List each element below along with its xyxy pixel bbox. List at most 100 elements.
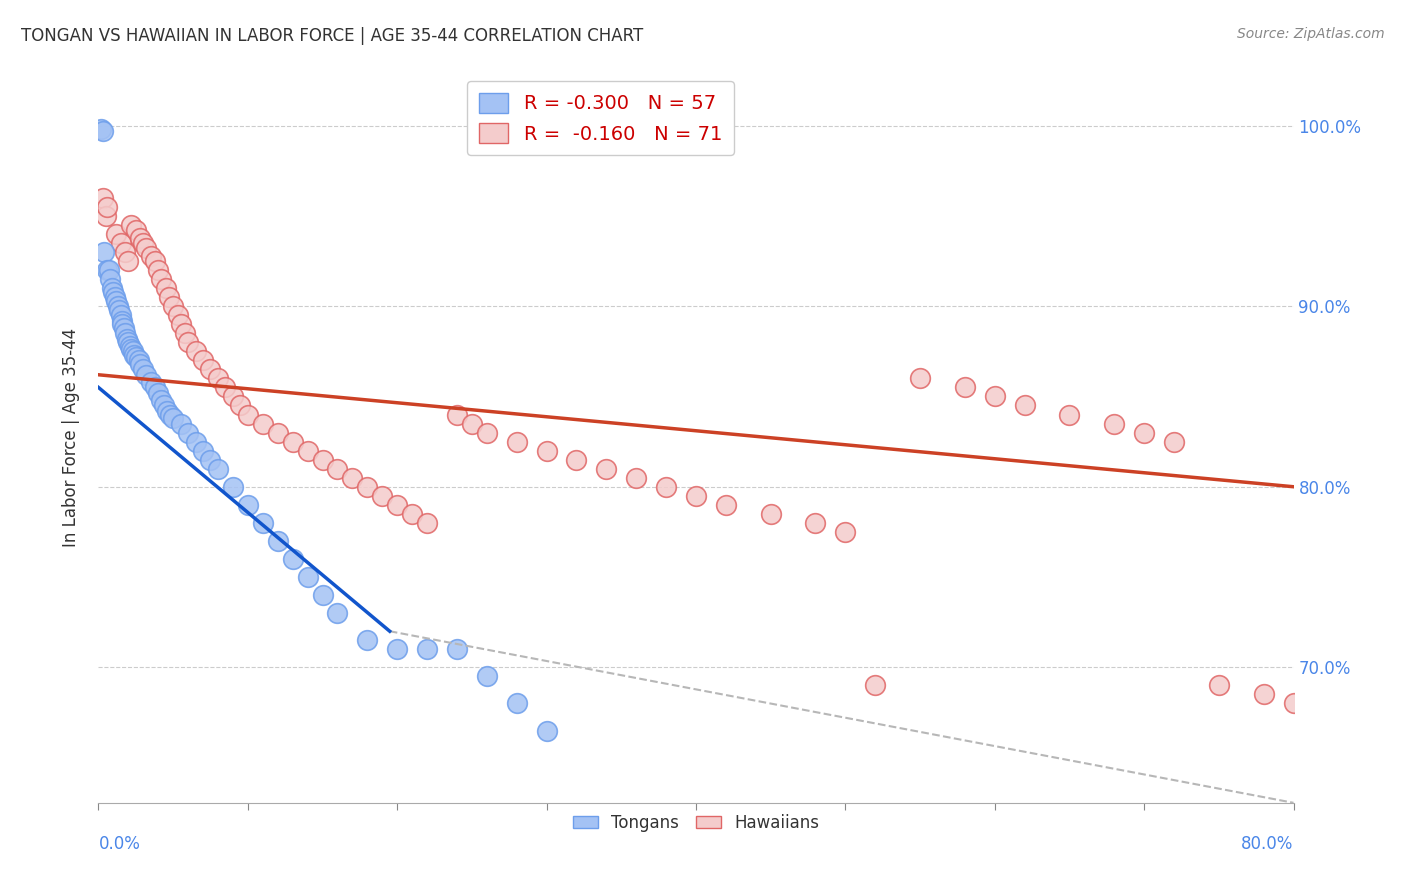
Point bbox=[714, 498, 737, 512]
Point bbox=[112, 321, 135, 335]
Point bbox=[685, 489, 707, 503]
Point bbox=[326, 461, 349, 475]
Point bbox=[148, 385, 170, 400]
Point bbox=[236, 498, 259, 512]
Point bbox=[114, 326, 136, 341]
Point bbox=[626, 471, 648, 485]
Point bbox=[143, 380, 166, 394]
Point bbox=[506, 697, 529, 711]
Point bbox=[104, 290, 127, 304]
Point bbox=[120, 343, 142, 357]
Point bbox=[267, 533, 290, 548]
Point bbox=[1208, 678, 1230, 692]
Point bbox=[536, 443, 558, 458]
Point bbox=[191, 353, 214, 368]
Text: TONGAN VS HAWAIIAN IN LABOR FORCE | AGE 35-44 CORRELATION CHART: TONGAN VS HAWAIIAN IN LABOR FORCE | AGE … bbox=[21, 27, 644, 45]
Point bbox=[1014, 399, 1036, 413]
Point bbox=[135, 368, 157, 382]
Point bbox=[200, 452, 222, 467]
Point bbox=[103, 285, 125, 299]
Point bbox=[96, 200, 118, 214]
Point bbox=[342, 471, 364, 485]
Point bbox=[108, 302, 131, 317]
Point bbox=[356, 633, 378, 648]
Point bbox=[115, 332, 138, 346]
Point bbox=[162, 411, 184, 425]
Point bbox=[110, 235, 132, 250]
Point bbox=[759, 507, 782, 521]
Point bbox=[166, 308, 188, 322]
Point bbox=[1253, 688, 1275, 702]
Point bbox=[101, 281, 124, 295]
Point bbox=[446, 642, 468, 657]
Text: 0.0%: 0.0% bbox=[98, 835, 141, 854]
Point bbox=[908, 371, 931, 385]
Point bbox=[281, 434, 304, 449]
Point bbox=[148, 263, 170, 277]
Point bbox=[401, 507, 423, 521]
Point bbox=[129, 230, 152, 244]
Point bbox=[159, 408, 181, 422]
Point bbox=[1312, 706, 1334, 720]
Point bbox=[565, 452, 588, 467]
Point bbox=[110, 308, 132, 322]
Point bbox=[326, 606, 349, 620]
Point bbox=[124, 348, 146, 362]
Point bbox=[297, 443, 319, 458]
Point bbox=[90, 122, 112, 136]
Point bbox=[117, 335, 139, 350]
Point bbox=[297, 570, 319, 584]
Point bbox=[132, 235, 155, 250]
Point bbox=[118, 339, 141, 353]
Point bbox=[128, 353, 150, 368]
Point bbox=[93, 244, 115, 259]
Point bbox=[595, 461, 617, 475]
Point bbox=[184, 344, 207, 359]
Point bbox=[865, 678, 887, 692]
Point bbox=[267, 425, 290, 440]
Point bbox=[111, 317, 134, 331]
Point bbox=[143, 254, 166, 268]
Point bbox=[475, 425, 498, 440]
Point bbox=[117, 254, 139, 268]
Point bbox=[184, 434, 207, 449]
Point bbox=[207, 371, 229, 385]
Text: Source: ZipAtlas.com: Source: ZipAtlas.com bbox=[1237, 27, 1385, 41]
Point bbox=[169, 417, 191, 431]
Legend: Tongans, Hawaiians: Tongans, Hawaiians bbox=[567, 807, 825, 838]
Point bbox=[121, 344, 143, 359]
Point bbox=[139, 249, 162, 263]
Point bbox=[281, 552, 304, 566]
Point bbox=[150, 272, 173, 286]
Point bbox=[385, 642, 409, 657]
Point bbox=[91, 124, 114, 138]
Point bbox=[371, 489, 394, 503]
Point bbox=[953, 380, 976, 394]
Point bbox=[129, 357, 152, 371]
Point bbox=[177, 425, 200, 440]
Point bbox=[416, 642, 439, 657]
Point bbox=[311, 588, 333, 602]
Point bbox=[111, 313, 134, 327]
Point bbox=[135, 241, 157, 255]
Point bbox=[229, 399, 252, 413]
Point bbox=[200, 362, 222, 376]
Y-axis label: In Labor Force | Age 35-44: In Labor Force | Age 35-44 bbox=[62, 327, 80, 547]
Point bbox=[105, 293, 128, 308]
Point bbox=[156, 404, 179, 418]
Point bbox=[94, 209, 117, 223]
Point bbox=[834, 524, 856, 539]
Point bbox=[461, 417, 484, 431]
Point bbox=[97, 263, 120, 277]
Point bbox=[236, 408, 259, 422]
Point bbox=[207, 461, 229, 475]
Point bbox=[98, 272, 122, 286]
Point bbox=[157, 290, 180, 304]
Point bbox=[120, 218, 142, 232]
Point bbox=[984, 389, 1007, 403]
Point bbox=[356, 480, 378, 494]
Point bbox=[222, 389, 245, 403]
Point bbox=[1357, 714, 1379, 729]
Point bbox=[214, 380, 236, 394]
Point bbox=[506, 434, 529, 449]
